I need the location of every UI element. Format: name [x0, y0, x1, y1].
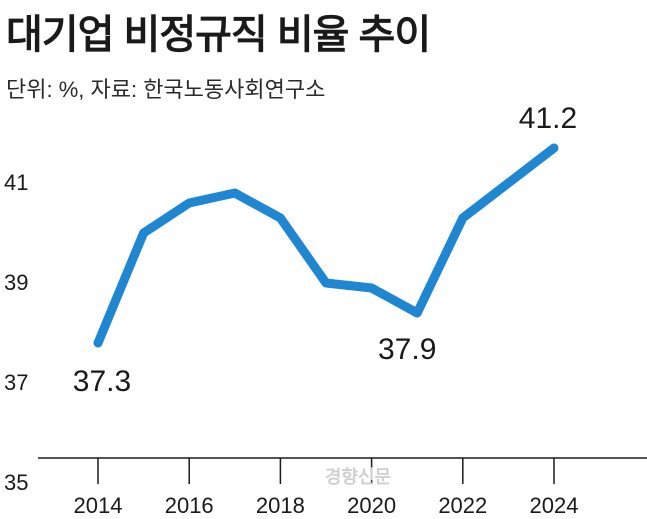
y-tick-label: 37 — [4, 370, 28, 395]
chart-subtitle: 단위: %, 자료: 한국노동사회연구소 — [6, 77, 326, 102]
data-label-2014: 37.3 — [73, 365, 131, 398]
y-axis-ticks: 35 37 39 41 — [4, 170, 28, 495]
y-tick-label: 41 — [4, 170, 28, 195]
x-tick-label: 2024 — [530, 493, 579, 518]
x-tick-label: 2022 — [438, 493, 487, 518]
watermark: 경향신문 — [325, 467, 391, 487]
x-tick-label: 2020 — [347, 493, 396, 518]
data-label-2021: 37.9 — [378, 333, 436, 366]
y-tick-label: 35 — [4, 470, 28, 495]
x-tick-label: 2016 — [165, 493, 214, 518]
y-tick-label: 39 — [4, 270, 28, 295]
x-tick-label: 2018 — [256, 493, 305, 518]
data-label-2024: 41.2 — [519, 102, 577, 135]
data-labels: 37.3 37.9 41.2 — [73, 102, 577, 398]
x-axis-ticks: 2014 2016 2018 2020 2022 2024 — [74, 458, 579, 518]
series-line — [93, 143, 559, 348]
chart-title: 대기업 비정규직 비율 추이 — [6, 13, 431, 57]
x-tick-label: 2014 — [74, 493, 123, 518]
